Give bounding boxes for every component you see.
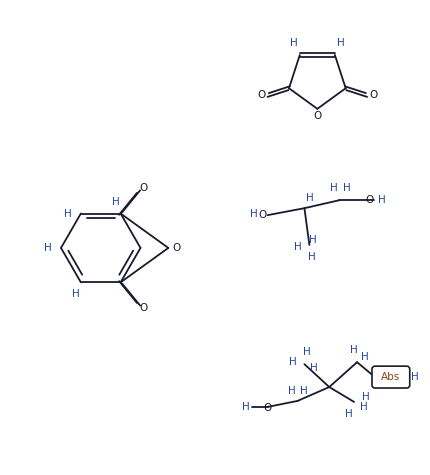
Text: H: H (359, 402, 367, 412)
Text: H: H (360, 352, 368, 362)
Text: H: H (342, 183, 350, 193)
Text: O: O (172, 243, 180, 253)
Text: O: O (139, 303, 147, 313)
Text: H: H (336, 38, 344, 48)
Text: O: O (139, 183, 147, 193)
Text: H: H (249, 209, 257, 219)
FancyBboxPatch shape (371, 366, 409, 388)
Text: H: H (329, 183, 337, 193)
Text: H: H (305, 193, 313, 203)
Text: H: H (241, 402, 249, 412)
Text: H: H (344, 409, 352, 419)
Text: H: H (361, 392, 369, 402)
Text: H: H (111, 197, 119, 207)
Text: Abs: Abs (381, 372, 399, 382)
Text: H: H (293, 242, 301, 252)
Text: O: O (263, 403, 271, 413)
Text: O: O (364, 195, 372, 205)
Text: H: H (72, 289, 80, 299)
Text: H: H (307, 252, 314, 262)
Text: O: O (313, 111, 321, 121)
Text: O: O (257, 90, 265, 100)
Text: H: H (64, 209, 72, 218)
Text: H: H (310, 363, 317, 373)
Text: O: O (369, 90, 377, 100)
Text: H: H (377, 195, 385, 205)
Text: H: H (302, 347, 310, 357)
Text: H: H (299, 386, 307, 396)
Text: H: H (288, 357, 296, 367)
Text: H: H (287, 386, 295, 396)
Text: H: H (289, 38, 297, 48)
Text: H: H (410, 372, 418, 382)
Text: H: H (44, 243, 52, 253)
Text: O: O (258, 210, 266, 220)
Text: H: H (309, 235, 316, 245)
Text: H: H (350, 345, 357, 355)
